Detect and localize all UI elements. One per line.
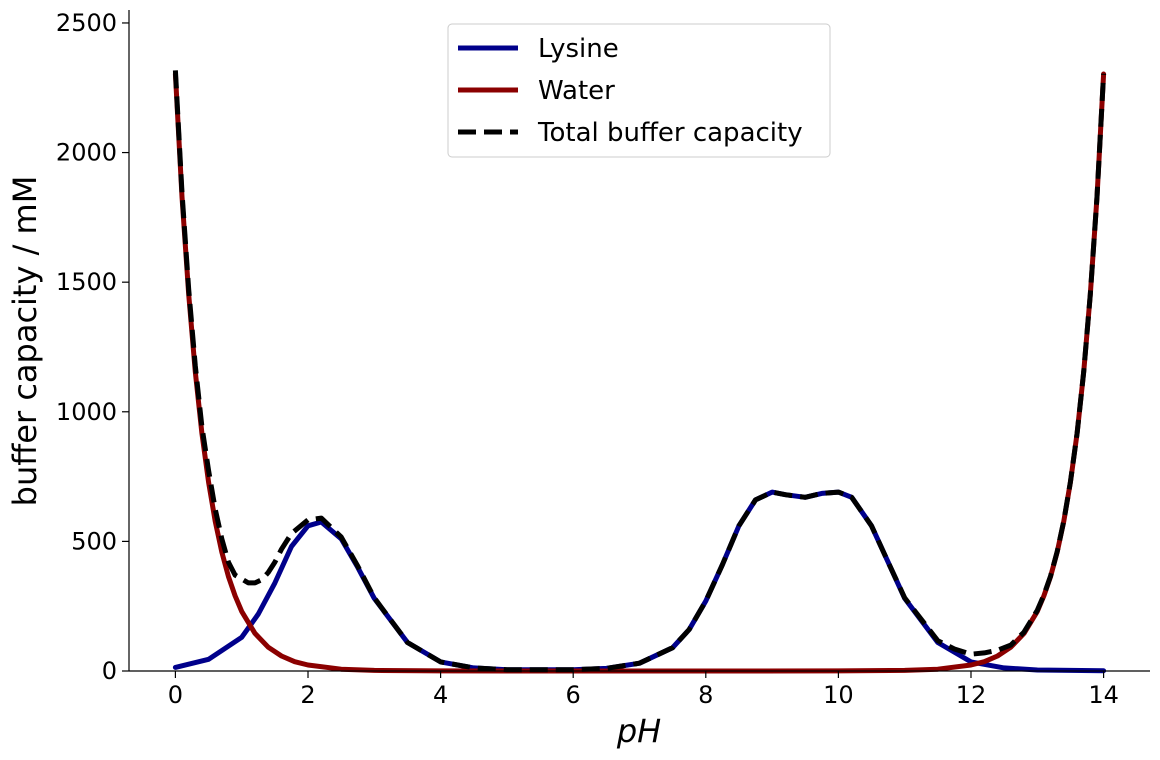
y-tick-label: 2000: [56, 139, 117, 167]
x-tick-label: 2: [300, 681, 315, 709]
y-tick-label: 1500: [56, 268, 117, 296]
x-tick-label: 14: [1088, 681, 1119, 709]
y-tick-label: 2500: [56, 9, 117, 37]
x-axis-label: pH: [616, 712, 661, 750]
x-ticks: 0 2 4 6 8 10 12 14: [168, 671, 1119, 709]
x-tick-label: 10: [823, 681, 854, 709]
y-ticks: 0 500 1000 1500 2000 2500: [56, 9, 129, 685]
series-line-lysine: [172, 489, 1107, 674]
x-tick-label: 6: [566, 681, 581, 709]
y-tick-label: 1000: [56, 398, 117, 426]
legend-label: Water: [538, 76, 615, 106]
legend: Lysine Water Total buffer capacity: [447, 23, 831, 158]
x-tick-label: 4: [433, 681, 448, 709]
y-tick-label: 0: [102, 657, 117, 685]
x-tick-label: 0: [168, 681, 183, 709]
y-axis-label: buffer capacity / mM: [6, 176, 44, 507]
plot-area: [172, 70, 1107, 674]
series-line-total-buffer-capacity: [172, 70, 1107, 673]
legend-label: Total buffer capacity: [537, 118, 803, 148]
x-tick-label: 12: [956, 681, 987, 709]
series-line-water: [172, 71, 1107, 674]
y-tick-label: 500: [71, 527, 117, 555]
legend-frame: [447, 23, 831, 158]
x-tick-label: 8: [698, 681, 713, 709]
legend-label: Lysine: [538, 34, 619, 64]
axes: [128, 10, 1150, 672]
